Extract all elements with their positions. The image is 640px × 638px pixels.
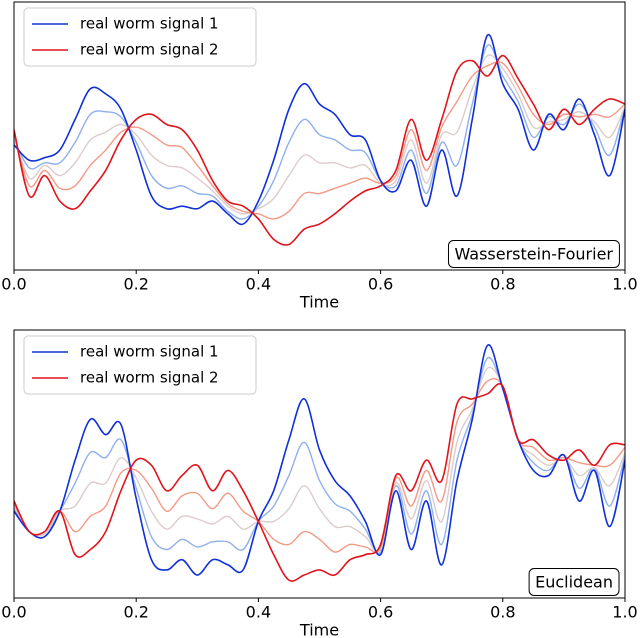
data-line — [14, 344, 625, 576]
x-tick-label: 0.0 — [1, 275, 26, 294]
legend-label: real worm signal 1 — [80, 15, 219, 33]
legend-box — [23, 7, 257, 67]
data-line — [14, 383, 625, 582]
data-line — [14, 54, 625, 246]
x-tick-label: 0.8 — [490, 275, 515, 294]
x-tick-label: 1.0 — [612, 275, 637, 294]
legend: real worm signal 1 real worm signal 2 — [23, 335, 257, 395]
annotation-box — [528, 568, 620, 596]
legend-label: real worm signal 2 — [80, 41, 219, 59]
panel: 0.0 0.2 0.4 0.6 0.8 1.0 Time real worm signal 1… — [1, 1, 638, 312]
annotation: Euclidean — [535, 573, 613, 592]
x-tick-label: 0.4 — [246, 275, 271, 294]
x-axis-label: Time — [299, 621, 339, 638]
x-tick-label: 0.2 — [123, 603, 148, 622]
data-line — [14, 54, 625, 215]
legend-label: real worm signal 1 — [80, 343, 219, 361]
x-tick-label: 0.2 — [123, 275, 148, 294]
plot-area — [14, 34, 625, 246]
x-tick-label: 0.8 — [490, 603, 515, 622]
x-tick-label: 0.6 — [368, 603, 393, 622]
x-tick-label: 0.6 — [368, 275, 393, 294]
data-line — [14, 44, 625, 220]
plot-area — [14, 344, 625, 582]
legend-box — [23, 335, 257, 395]
x-tick-label: 0.0 — [1, 603, 26, 622]
data-line — [14, 378, 625, 553]
legend-label: real worm signal 2 — [80, 369, 219, 387]
x-tick-label: 1.0 — [612, 603, 637, 622]
x-axis-label: Time — [299, 293, 339, 312]
annotation-box — [447, 240, 620, 268]
panel: 0.0 0.2 0.4 0.6 0.8 1.0 Time real worm signal 1… — [1, 329, 638, 638]
axes-frame — [13, 329, 626, 599]
data-line — [14, 34, 625, 226]
annotation: Wasserstein-Fourier — [454, 245, 613, 264]
axes-frame — [13, 1, 626, 271]
data-line — [14, 61, 625, 220]
legend: real worm signal 1 real worm signal 2 — [23, 7, 257, 67]
data-line — [14, 366, 625, 553]
x-tick-label: 0.4 — [246, 603, 271, 622]
